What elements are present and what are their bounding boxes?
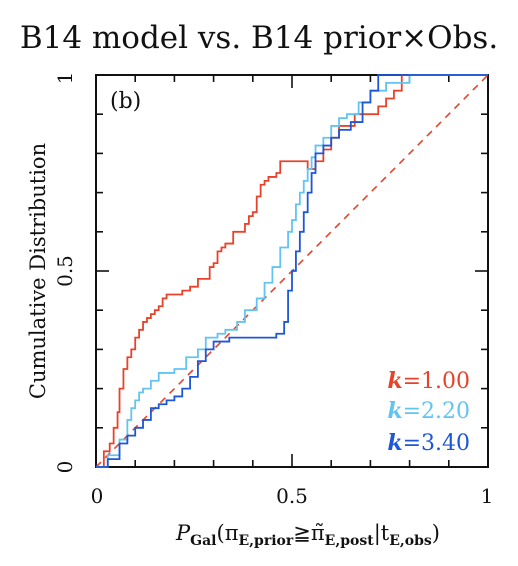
legend-k340-k: k	[387, 430, 402, 456]
x-label-main-sub: Gal	[190, 533, 216, 549]
x-label-pi-tilde-sub: E,post	[325, 533, 375, 549]
legend-k100-value: =1.00	[403, 369, 470, 394]
x-tick-label-0: 0	[91, 484, 104, 508]
legend-k220-k: k	[387, 398, 402, 424]
legend-k220-value: =2.20	[403, 399, 470, 424]
chart-title: B14 model vs. B14 prior×Obs.	[20, 20, 498, 56]
legend-k100-k: k	[387, 368, 402, 394]
x-tick-label-0.5: 0.5	[276, 484, 308, 508]
legend-entry-k220: k=2.20	[387, 398, 470, 424]
x-axis-label: PGal(πE,prior≧π̃E,post|tE,obs)	[175, 521, 440, 549]
x-label-t-sub: E,obs	[389, 533, 432, 549]
legend-entry-k100: k=1.00	[387, 368, 470, 394]
y-tick-label-1: 1	[53, 72, 77, 85]
legend-entry-k340: k=3.40	[387, 430, 470, 456]
x-label-pi-tilde: π̃	[311, 521, 325, 545]
x-label-given: |t	[374, 521, 390, 546]
x-label-close: )	[432, 521, 440, 545]
y-tick-label-0: 0	[53, 461, 77, 474]
x-label-open: (π	[217, 521, 239, 545]
x-label-relation: ≧	[293, 521, 311, 545]
panel-label: (b)	[110, 89, 141, 114]
y-tick-label-0.5: 0.5	[53, 255, 77, 287]
x-label-main: P	[175, 521, 191, 545]
x-tick-label-1: 1	[481, 484, 494, 508]
legend-k340-value: =3.40	[403, 431, 470, 456]
y-axis-label: Cumulative Distribution	[26, 143, 50, 399]
x-label-pi-sub: E,prior	[239, 533, 294, 549]
